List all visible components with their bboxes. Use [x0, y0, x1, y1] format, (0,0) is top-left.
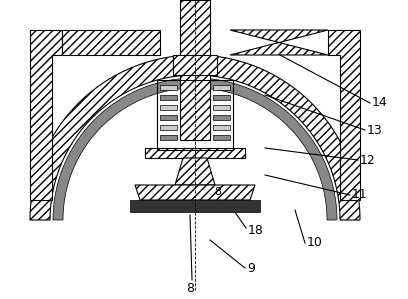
Polygon shape — [135, 185, 255, 200]
Text: 13: 13 — [367, 123, 383, 137]
Text: 11: 11 — [352, 188, 368, 202]
Polygon shape — [145, 148, 245, 158]
Polygon shape — [328, 30, 360, 200]
Polygon shape — [213, 95, 230, 100]
Text: 9: 9 — [247, 262, 255, 274]
Text: 14: 14 — [372, 97, 388, 109]
Text: 8: 8 — [186, 282, 194, 295]
Text: 8: 8 — [215, 187, 222, 197]
Polygon shape — [130, 200, 260, 212]
Polygon shape — [230, 30, 328, 55]
Polygon shape — [213, 85, 230, 90]
Polygon shape — [173, 55, 217, 75]
Polygon shape — [213, 115, 230, 120]
Polygon shape — [30, 55, 360, 220]
Polygon shape — [213, 125, 230, 130]
Polygon shape — [180, 0, 210, 140]
Polygon shape — [213, 135, 230, 140]
Polygon shape — [160, 85, 177, 90]
Polygon shape — [160, 115, 177, 120]
Polygon shape — [213, 105, 230, 110]
Polygon shape — [160, 95, 177, 100]
Text: 18: 18 — [248, 223, 264, 237]
Polygon shape — [62, 30, 160, 55]
Polygon shape — [160, 135, 177, 140]
Polygon shape — [175, 158, 215, 185]
Polygon shape — [160, 125, 177, 130]
Text: 12: 12 — [360, 153, 376, 167]
Polygon shape — [30, 30, 62, 200]
Polygon shape — [160, 105, 177, 110]
Polygon shape — [53, 78, 337, 220]
Text: 10: 10 — [307, 237, 323, 249]
